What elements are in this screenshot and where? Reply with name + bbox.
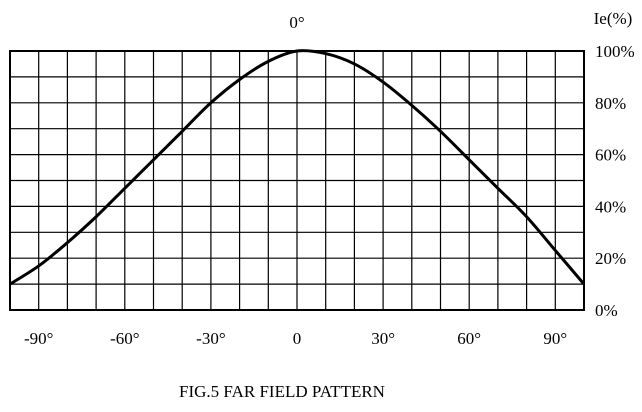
y-tick-label: 60% xyxy=(595,146,626,165)
x-tick-label: -90° xyxy=(24,329,53,348)
x-tick-label: 60° xyxy=(457,329,481,348)
y-tick-label: 20% xyxy=(595,249,626,268)
label-layer: 0° Ie(%) FIG.5 FAR FIELD PATTERN xyxy=(179,9,632,401)
far-field-curve xyxy=(9,49,586,286)
x-tick-label: 90° xyxy=(543,329,567,348)
y-tick-label: 80% xyxy=(595,94,626,113)
y-tick-label: 0% xyxy=(595,301,618,320)
y-axis-title: Ie(%) xyxy=(594,9,633,28)
grid-layer xyxy=(9,50,585,311)
top-angle-label: 0° xyxy=(289,13,304,32)
figure-caption: FIG.5 FAR FIELD PATTERN xyxy=(179,382,385,401)
x-tick-label: -60° xyxy=(110,329,139,348)
x-tick-labels: -90° -60° -30° 0 30° 60° 90° xyxy=(24,329,567,348)
x-tick-label: 0 xyxy=(293,329,302,348)
x-tick-label: -30° xyxy=(196,329,225,348)
y-tick-label: 100% xyxy=(595,42,635,61)
y-tick-label: 40% xyxy=(595,197,626,216)
x-tick-label: 30° xyxy=(371,329,395,348)
y-tick-labels: 0% 20% 40% 60% 80% 100% xyxy=(595,42,635,320)
